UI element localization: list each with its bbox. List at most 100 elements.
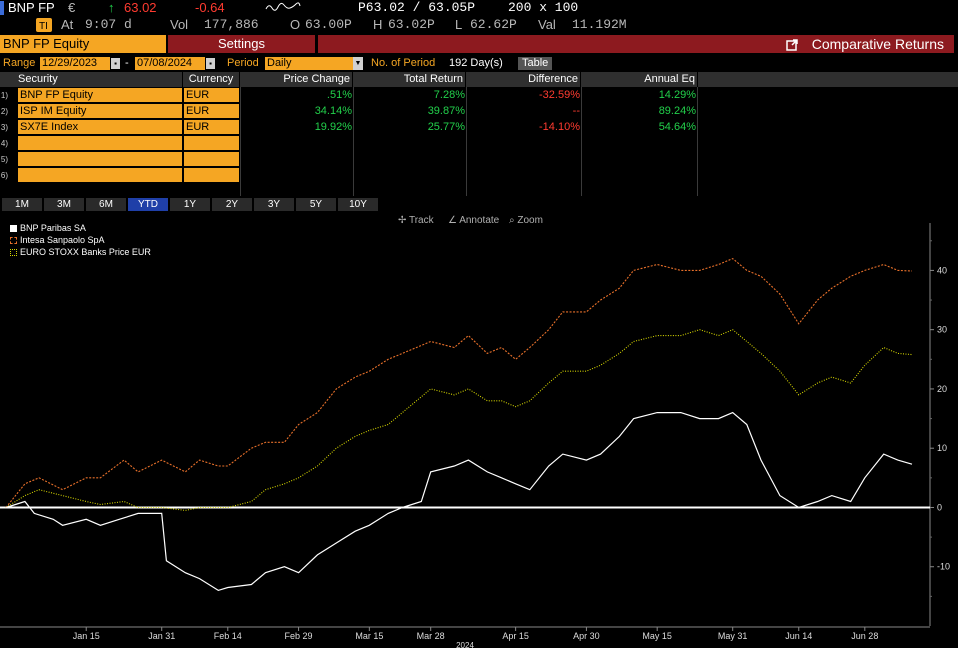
total-return-cell: 7.28% [433,89,465,101]
comparative-returns-chart[interactable]: -10 0 10 20 30 40 Jan 15 Jan 31 Feb 14 Feb 29 Mar … [0,213,958,648]
row-number: 6) [0,171,8,180]
x-tick-label: May 31 [718,631,748,641]
currency-cell[interactable]: EUR [184,88,239,102]
range-label: Range [3,57,36,69]
period-label: Period [227,57,259,69]
period-button-2y[interactable]: 2Y [212,198,252,211]
header-filler [698,72,958,87]
table-button[interactable]: Table [518,57,553,70]
total-return-cell [353,152,465,166]
y-tick-label: -10 [937,562,950,572]
x-tick-label: Apr 30 [573,631,600,641]
annual-eq-cell: 54.64% [658,121,696,133]
net-change: -0.64 [195,0,225,15]
y-tick-label: 10 [937,443,947,453]
high-price: 63.02P [388,17,435,32]
series-line-isp [5,257,913,508]
y-tick-label: 40 [937,265,947,275]
start-calendar-icon[interactable]: ▪ [111,58,120,69]
value-label: Val [538,17,556,32]
security-cell[interactable] [18,168,182,182]
security-cell[interactable]: SX7E Index [18,120,182,134]
period-button-6m[interactable]: 6M [86,198,126,211]
price-change-cell: 19.92% [314,121,352,133]
legend-swatch-isp [10,237,17,244]
period-button-1y[interactable]: 1Y [170,198,210,211]
currency-symbol: € [68,0,76,15]
no-of-period-value: 192 Day(s) [449,57,503,69]
currency-cell[interactable] [184,136,239,150]
x-tick-label: Jan 31 [148,631,175,641]
no-of-period-label: No. of Period [371,57,436,69]
currency-cell[interactable] [184,168,239,182]
squiggle-icon [265,0,301,16]
series-line-bnp [5,411,913,592]
period-dropdown-icon[interactable]: ▼ [353,57,363,70]
end-date-field[interactable]: 07/08/2024 [135,57,205,70]
series-line-sx7e [5,329,913,511]
x-tick-label: Apr 15 [502,631,529,641]
total-return-cell [353,168,465,182]
function-title-bar: Comparative Returns [318,35,954,53]
difference-cell [466,136,580,150]
price-change-cell: .51% [326,89,352,101]
function-tab-row: BNP FP Equity Settings Comparative Retur… [0,35,958,53]
low-label: L [455,17,463,32]
row-number: 4) [0,139,8,148]
difference-cell [466,168,580,182]
legend-swatch-sx7e [10,249,17,256]
security-cell[interactable]: ISP IM Equity [18,104,182,118]
zoom-label: Zoom [517,215,543,226]
start-date-field[interactable]: 12/29/2023 [40,57,110,70]
securities-table: Security Currency Price Change Total Ret… [0,72,958,196]
track-label: Track [408,215,434,226]
column-divider [353,87,354,196]
annual-eq-cell [581,136,696,150]
low-price: 62.62P [470,17,517,32]
difference-cell: -32.59% [539,89,580,101]
row-number: 5) [0,155,8,164]
period-button-5y[interactable]: 5Y [296,198,336,211]
vol-label: Vol [170,17,189,32]
legend-label-bnp: BNP Paribas SA [20,223,86,233]
settings-tab[interactable]: Settings [168,35,315,53]
period-button-3y[interactable]: 3Y [254,198,294,211]
trade-time: 9:07 d [85,17,132,32]
launch-external-icon[interactable] [786,38,798,51]
period-button-ytd[interactable]: YTD [128,198,168,211]
track-tool[interactable]: ✢ Track [398,215,434,226]
period-button-3m[interactable]: 3M [44,198,84,211]
security-cell[interactable] [18,136,182,150]
open-price: 63.00P [305,17,352,32]
column-divider [240,87,241,196]
y-tick-label: 20 [937,384,947,394]
header-annual-eq: Annual Eq [581,72,697,87]
period-button-10y[interactable]: 10Y [338,198,378,211]
end-calendar-icon[interactable]: ▪ [206,58,215,69]
row-number: 2) [0,107,8,116]
news-badge-icon[interactable]: TI [36,18,52,32]
security-cell[interactable]: BNP FP Equity [18,88,182,102]
annotate-tool[interactable]: ∠ Annotate [448,215,500,226]
ticker-bar-second-row: TI At 9:07 d Vol 177,886 O 63.00P H 63.0… [0,17,958,34]
header-price-change: Price Change [240,72,352,87]
ticker-symbol[interactable]: BNP FP [8,0,55,15]
period-select[interactable]: Daily [265,57,353,70]
zoom-tool[interactable]: ⌕ Zoom [509,215,543,226]
currency-cell[interactable]: EUR [184,120,239,134]
security-cell[interactable] [18,152,182,166]
price-change-cell [240,136,352,150]
x-tick-label: Jun 28 [851,631,878,641]
legend-item-bnp: BNP Paribas SA [10,223,86,233]
legend-item-sx7e: EURO STOXX Banks Price EUR [10,247,151,257]
annual-eq-cell: 89.24% [658,105,696,117]
currency-cell[interactable]: EUR [184,104,239,118]
column-divider [697,87,698,196]
currency-cell[interactable] [184,152,239,166]
x-tick-label: Mar 28 [417,631,445,641]
security-tab[interactable]: BNP FP Equity [0,35,166,53]
annotate-label: Annotate [459,215,500,226]
annual-eq-cell [581,168,696,182]
legend-label-sx7e: EURO STOXX Banks Price EUR [20,247,151,257]
period-button-1m[interactable]: 1M [2,198,42,211]
